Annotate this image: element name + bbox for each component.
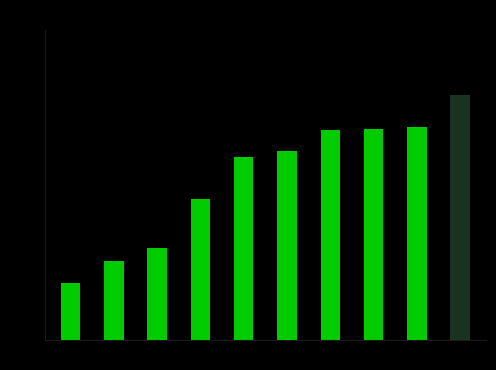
Bar xyxy=(277,151,297,340)
Bar xyxy=(190,199,210,340)
Bar xyxy=(450,95,470,340)
Bar xyxy=(364,129,383,340)
Bar xyxy=(104,261,124,340)
Bar xyxy=(147,248,167,340)
Bar xyxy=(320,130,340,340)
Bar xyxy=(407,127,427,340)
Bar xyxy=(61,283,80,340)
Bar xyxy=(234,157,253,340)
